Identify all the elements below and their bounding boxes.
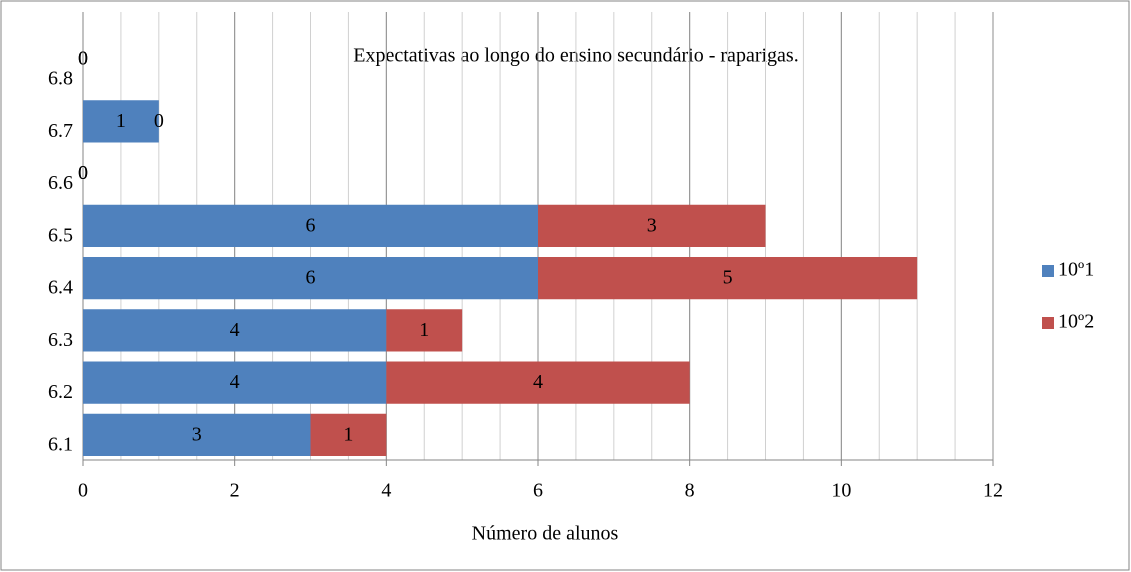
- x-tick-label: 8: [685, 480, 695, 502]
- x-axis-title: Número de alunos: [472, 523, 619, 545]
- data-label: 3: [192, 423, 202, 445]
- data-label: 0: [78, 162, 88, 184]
- y-tick-label: 6.7: [48, 120, 73, 142]
- data-label: 0: [78, 162, 88, 184]
- data-label: 3: [647, 214, 657, 236]
- data-label: 1: [419, 319, 429, 341]
- y-tick-label: 6.5: [48, 224, 73, 246]
- data-label: 1: [343, 423, 353, 445]
- bar: [310, 413, 387, 456]
- bar: [386, 309, 463, 352]
- data-label: 1: [116, 110, 126, 132]
- data-label: 0: [154, 110, 164, 132]
- x-tick-label: 10: [831, 480, 851, 502]
- bar: [538, 257, 918, 300]
- legend-label: 10º1: [1058, 259, 1094, 281]
- y-tick-label: 6.4: [48, 277, 73, 299]
- bar: [83, 100, 159, 143]
- bar: [83, 413, 311, 456]
- legend-label: 10º2: [1058, 311, 1094, 333]
- x-tick-label: 0: [78, 480, 88, 502]
- data-label: 0: [78, 48, 88, 70]
- y-tick-label: 6.1: [48, 433, 73, 455]
- y-tick-label: 6.8: [48, 68, 73, 90]
- x-tick-label: 6: [533, 480, 543, 502]
- data-label: 5: [723, 267, 733, 289]
- bar: [83, 257, 538, 300]
- bar: [83, 204, 538, 247]
- bar: [386, 361, 690, 404]
- data-label: 4: [533, 371, 543, 393]
- legend-swatch: [1042, 317, 1054, 329]
- x-tick-label: 12: [983, 480, 1003, 502]
- x-tick-label: 4: [381, 480, 391, 502]
- x-tick-label: 2: [230, 480, 240, 502]
- data-label: 4: [230, 371, 240, 393]
- data-label: 4: [230, 319, 240, 341]
- bar: [538, 204, 766, 247]
- y-tick-label: 6.2: [48, 381, 73, 403]
- legend-swatch: [1042, 265, 1054, 277]
- data-label: 6: [306, 267, 316, 289]
- data-label: 6: [306, 214, 316, 236]
- y-tick-label: 6.3: [48, 329, 73, 351]
- y-tick-label: 6.6: [48, 172, 73, 194]
- data-label: 0: [78, 48, 88, 70]
- bar: [83, 361, 387, 404]
- bar: [83, 309, 387, 352]
